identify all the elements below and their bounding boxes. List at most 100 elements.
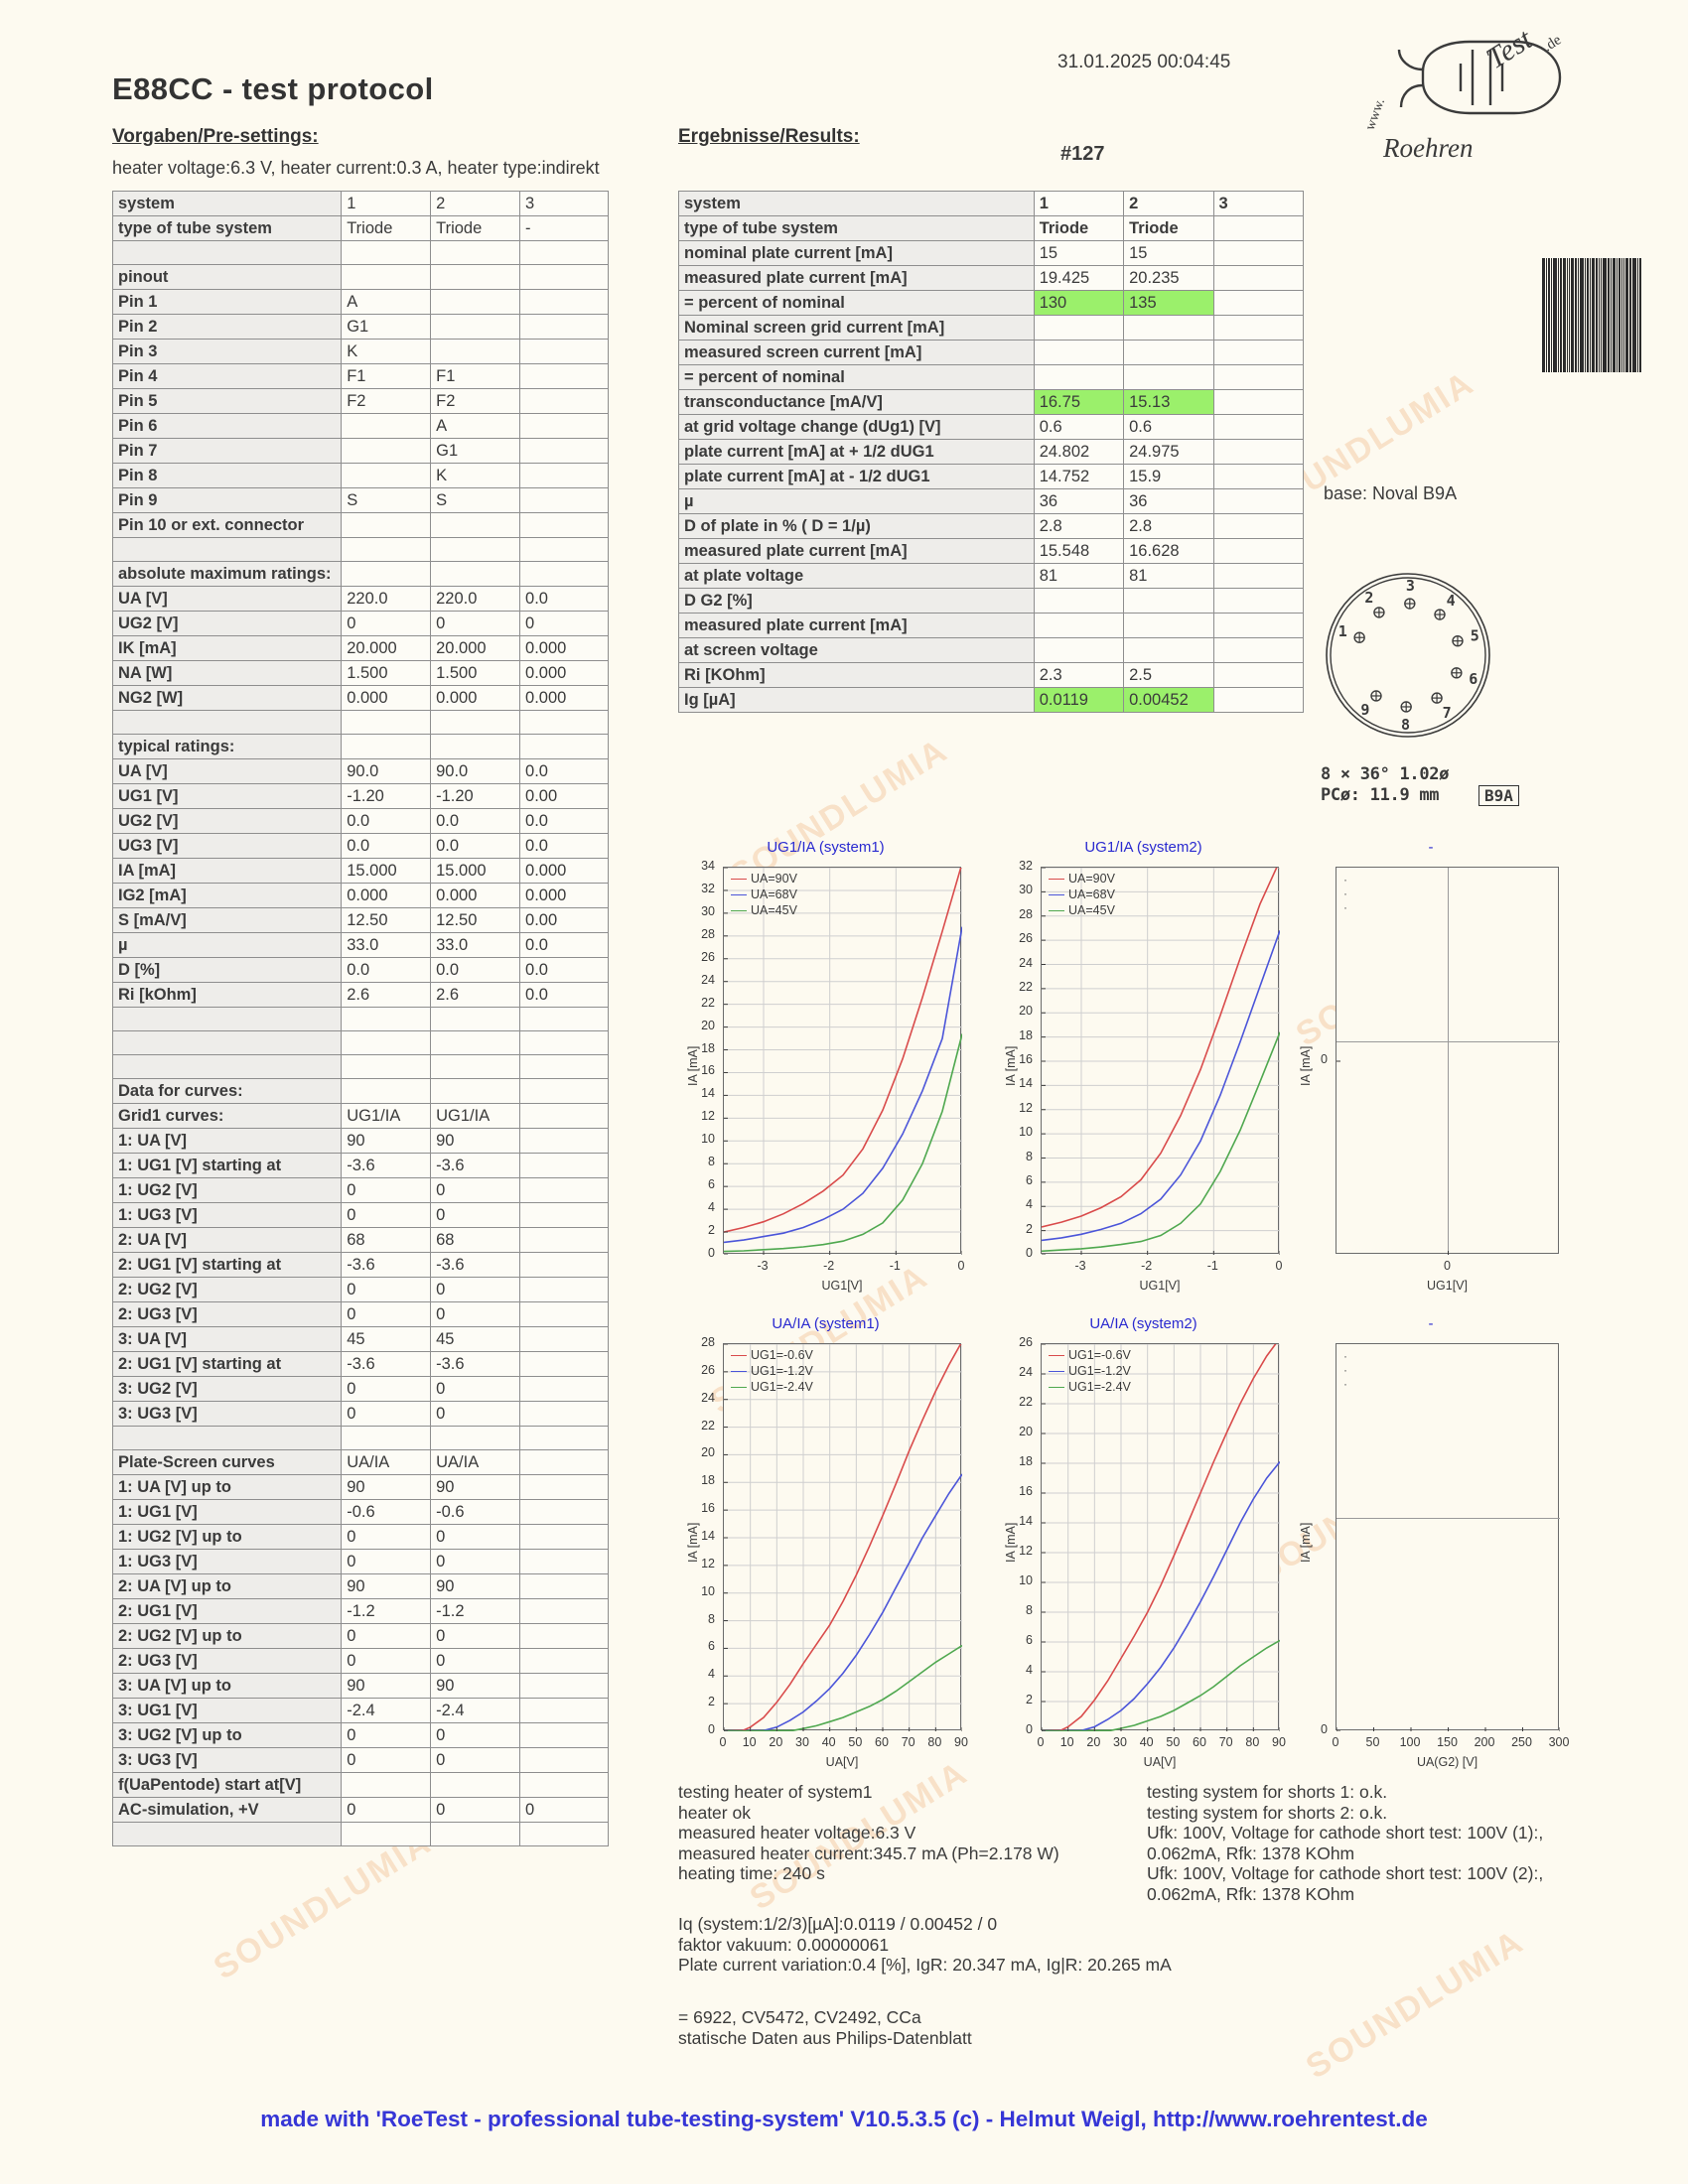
table-row: Pin 4 F1 F1 (111, 363, 609, 389)
row-label: Grid1 curves: (111, 1103, 343, 1129)
x-tick-label: 70 (901, 1735, 915, 1749)
cell-sys1: 0 (341, 1747, 432, 1773)
table-row: system 1 2 3 (678, 191, 1305, 216)
chart-title: UG1/IA (system2) (1084, 839, 1202, 856)
y-tick-label: 4 (708, 1667, 715, 1682)
barcode-bar (1599, 258, 1600, 372)
cell-sys3 (1212, 488, 1305, 514)
legend-label: UA=90V (751, 872, 797, 886)
socket-spec-line1: 8 × 36° 1.02ø (1321, 764, 1450, 784)
legend-entry: UG1=-2.4V (731, 1379, 813, 1395)
y-tick-label: 12 (1019, 1544, 1033, 1558)
cell-sys3 (519, 1698, 609, 1723)
cell-sys1: 0.000 (341, 883, 432, 908)
table-row: IG2 [mA] 0.000 0.000 0.000 (111, 883, 609, 908)
y-tick-label: 18 (1019, 1454, 1033, 1468)
y-tick-label: 24 (701, 972, 715, 987)
barcode-bar (1629, 258, 1631, 372)
x-axis-label: UA[V] (1143, 1755, 1177, 1769)
row-label: at screen voltage (678, 637, 1035, 663)
cell-sys1: 1 (1033, 191, 1125, 216)
row-label (111, 240, 343, 265)
cell-sys2: 12.50 (430, 907, 521, 933)
svg-text:7: 7 (1443, 704, 1452, 722)
y-axis-label: IA [mA] (1004, 1522, 1018, 1563)
x-tick-label: 150 (1437, 1735, 1458, 1749)
legend-entry: UA=68V (731, 887, 797, 902)
table-row: 2: UG1 [V] starting at -3.6 -3.6 (111, 1351, 609, 1377)
cell-sys3 (519, 537, 609, 562)
barcode-bar (1578, 258, 1579, 372)
y-tick-label: 28 (701, 1335, 715, 1349)
cell-sys1: UG1/IA (341, 1103, 432, 1129)
cell-sys3 (1212, 364, 1305, 390)
row-label: system (678, 191, 1035, 216)
row-label (111, 710, 343, 735)
row-label: Ri [KOhm] (678, 662, 1035, 688)
cell-sys3 (1212, 290, 1305, 316)
x-tick-label: 10 (1059, 1735, 1074, 1749)
barcode-bar (1587, 258, 1589, 372)
table-row: Nominal screen grid current [mA] (678, 315, 1305, 341)
cell-sys1 (341, 1007, 432, 1031)
socket-spec: 8 × 36° 1.02ø PCø: 11.9 mm (1321, 764, 1449, 806)
table-row: 2: UG3 [V] 0 0 (111, 1301, 609, 1327)
cell-sys3: 0.000 (519, 660, 609, 686)
plot-area (1336, 867, 1560, 1255)
cell-sys2: F1 (430, 363, 521, 389)
cell-sys1: -2.4 (341, 1698, 432, 1723)
barcode-bar (1571, 258, 1574, 372)
cell-sys1: 0.0 (341, 833, 432, 859)
legend-swatch (1049, 879, 1064, 881)
y-tick-label: 2 (1026, 1221, 1033, 1236)
roehrentest-logo: Roehren Test .de www. (1363, 23, 1579, 169)
shorts-test-notes: testing system for shorts 1: o.k. testin… (1147, 1782, 1544, 1904)
cell-sys3 (519, 1153, 609, 1178)
cell-sys1 (1033, 637, 1125, 663)
row-label: at grid voltage change (dUg1) [V] (678, 414, 1035, 440)
results-heading: Ergebnisse/Results: (678, 126, 860, 147)
row-label: Pin 4 (111, 363, 343, 389)
cell-sys3 (519, 710, 609, 735)
row-label: Pin 7 (111, 438, 343, 464)
x-tick-label: 0 (1037, 1735, 1045, 1749)
cell-sys1: 90 (341, 1128, 432, 1154)
y-tick-label: 2 (1026, 1693, 1033, 1706)
y-tick-label: 18 (1019, 1027, 1033, 1042)
cell-sys1 (341, 1078, 432, 1104)
table-row: IA [mA] 15.000 15.000 0.000 (111, 858, 609, 884)
cell-sys1: Triode (1033, 215, 1125, 241)
cell-sys2: 0.0 (430, 833, 521, 859)
barcode-bar (1563, 258, 1566, 372)
cell-sys1 (341, 1772, 432, 1798)
table-row: 1: UG2 [V] 0 0 (111, 1177, 609, 1203)
y-tick-label: 6 (1026, 1633, 1033, 1647)
row-label: 3: UA [V] (111, 1326, 343, 1352)
cell-sys3 (519, 1648, 609, 1674)
x-tick-label: 300 (1548, 1735, 1570, 1749)
x-tick-label: 80 (1245, 1735, 1260, 1749)
y-tick-label: 32 (701, 881, 715, 895)
x-tick-label: 20 (769, 1735, 783, 1749)
row-label: Plate-Screen curves (111, 1449, 343, 1475)
cell-sys3 (1212, 637, 1305, 663)
x-tick-label: 30 (795, 1735, 809, 1749)
table-row: UA [V] 90.0 90.0 0.0 (111, 758, 609, 784)
cell-sys1: 24.802 (1033, 439, 1125, 465)
row-label: Pin 2 (111, 314, 343, 340)
row-label: 1: UA [V] up to (111, 1474, 343, 1500)
y-tick-label: 4 (1026, 1663, 1033, 1677)
cell-sys1: 220.0 (341, 586, 432, 612)
cell-sys1 (341, 734, 432, 759)
table-row: plate current [mA] at + 1/2 dUG1 24.802 24… (678, 439, 1305, 465)
cell-sys1: G1 (341, 314, 432, 340)
cell-sys2: 0 (430, 1549, 521, 1574)
barcode-bar (1542, 258, 1545, 372)
cell-sys2 (430, 734, 521, 759)
table-row: 1: UG3 [V] 0 0 (111, 1202, 609, 1228)
y-tick-label: 10 (1019, 1573, 1033, 1587)
cell-sys2: 90.0 (430, 758, 521, 784)
cell-sys3 (519, 1030, 609, 1055)
cell-sys1: 130 (1033, 290, 1125, 316)
cell-sys2: 68 (430, 1227, 521, 1253)
